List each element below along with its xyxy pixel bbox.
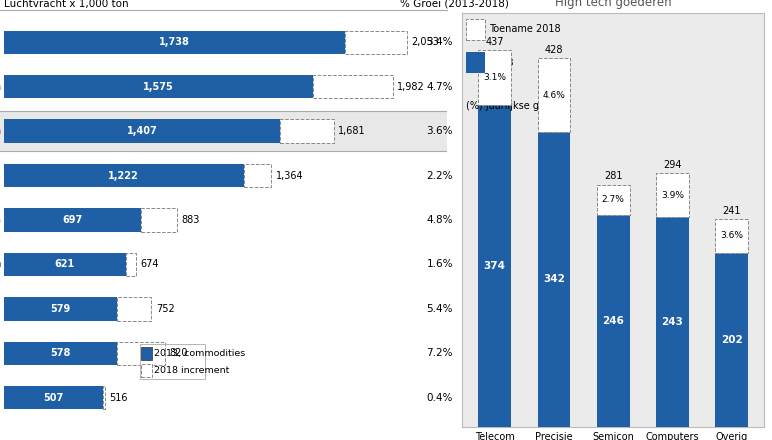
Bar xyxy=(466,52,486,73)
Text: 507: 507 xyxy=(43,393,64,403)
Text: 752: 752 xyxy=(156,304,174,314)
Text: 437: 437 xyxy=(486,37,504,47)
Bar xyxy=(141,347,152,360)
Text: 1,364: 1,364 xyxy=(276,171,303,180)
Bar xyxy=(103,386,105,410)
Bar xyxy=(4,164,244,187)
Text: 579: 579 xyxy=(51,304,71,314)
Text: 281: 281 xyxy=(604,171,622,181)
Bar xyxy=(4,297,117,320)
Bar xyxy=(656,173,689,217)
Bar xyxy=(345,30,407,54)
Text: 820: 820 xyxy=(169,348,188,359)
Text: 202: 202 xyxy=(721,335,743,345)
Text: 1,575: 1,575 xyxy=(143,81,174,92)
Text: 578: 578 xyxy=(50,348,71,359)
Text: 2.7%: 2.7% xyxy=(602,195,625,204)
Text: 3.4%: 3.4% xyxy=(427,37,453,47)
Text: 7.2%: 7.2% xyxy=(427,348,453,359)
Text: 294: 294 xyxy=(663,160,682,170)
Bar xyxy=(4,30,345,54)
Bar xyxy=(4,342,117,365)
Bar xyxy=(597,185,629,215)
Text: 428: 428 xyxy=(545,44,564,55)
Text: 697: 697 xyxy=(63,215,83,225)
Text: Toename 2018: Toename 2018 xyxy=(489,24,560,34)
Text: 5.4%: 5.4% xyxy=(427,304,453,314)
Bar xyxy=(537,58,571,132)
Text: 342: 342 xyxy=(543,275,565,284)
Text: 3.6%: 3.6% xyxy=(720,231,743,240)
Text: Bederfelijke goederen: Bederfelijke goederen xyxy=(0,171,1,180)
Text: 4.6%: 4.6% xyxy=(543,91,565,99)
Text: 2018 increment: 2018 increment xyxy=(154,366,229,375)
Bar xyxy=(466,18,486,40)
Text: 621: 621 xyxy=(55,260,75,269)
Text: Chemicalien: Chemicalien xyxy=(0,304,1,314)
Bar xyxy=(126,253,136,276)
Text: 3.1%: 3.1% xyxy=(483,73,506,82)
Text: 2.2%: 2.2% xyxy=(427,171,453,180)
Bar xyxy=(244,164,272,187)
Bar xyxy=(537,132,571,427)
Bar xyxy=(0,111,447,151)
Text: % Groei (2013-2018): % Groei (2013-2018) xyxy=(400,0,509,9)
Bar xyxy=(141,363,152,377)
Bar xyxy=(117,342,164,365)
Text: Consumentengoederen: Consumentengoederen xyxy=(0,393,1,403)
Bar xyxy=(479,50,511,105)
Bar xyxy=(4,253,126,276)
Text: Fashion: Fashion xyxy=(0,260,1,269)
Text: 1,681: 1,681 xyxy=(338,126,366,136)
Text: (%) Jaarlijkse groei: (%) Jaarlijkse groei xyxy=(466,101,557,111)
Text: 516: 516 xyxy=(110,393,128,403)
Text: 1.6%: 1.6% xyxy=(427,260,453,269)
Text: 2013, commodities: 2013, commodities xyxy=(154,349,245,358)
Bar xyxy=(4,120,280,143)
Text: 883: 883 xyxy=(181,215,200,225)
Text: 243: 243 xyxy=(662,317,683,327)
Text: 1,222: 1,222 xyxy=(108,171,139,180)
Text: 1,407: 1,407 xyxy=(127,126,157,136)
Text: 374: 374 xyxy=(484,260,506,271)
Bar xyxy=(4,75,313,98)
Text: Machine onderdelen: Machine onderdelen xyxy=(0,81,1,92)
Text: 0.4%: 0.4% xyxy=(427,393,453,403)
Text: 2,053: 2,053 xyxy=(411,37,438,47)
Text: 4.8%: 4.8% xyxy=(427,215,453,225)
Text: Kapitaalgoederen: Kapitaalgoederen xyxy=(0,215,1,225)
Text: 1,982: 1,982 xyxy=(397,81,425,92)
Bar xyxy=(313,75,393,98)
Bar xyxy=(141,209,177,231)
Bar xyxy=(117,297,151,320)
Bar xyxy=(479,105,511,427)
Text: 4.7%: 4.7% xyxy=(427,81,453,92)
Bar xyxy=(716,253,748,427)
Text: 3.6%: 3.6% xyxy=(427,126,453,136)
Text: Automotive: Automotive xyxy=(0,348,1,359)
Text: 1,738: 1,738 xyxy=(159,37,190,47)
Text: Industr.verbruiksgoed.: Industr.verbruiksgoed. xyxy=(0,37,1,47)
Text: 2013: 2013 xyxy=(489,58,513,68)
Text: Luchtvracht x 1,000 ton: Luchtvracht x 1,000 ton xyxy=(4,0,129,9)
Text: 241: 241 xyxy=(723,205,741,216)
Bar xyxy=(597,215,629,427)
Bar xyxy=(716,219,748,253)
Text: 3.9%: 3.9% xyxy=(661,191,684,200)
Text: 246: 246 xyxy=(602,316,624,326)
Bar xyxy=(656,217,689,427)
Text: 674: 674 xyxy=(141,260,159,269)
Bar xyxy=(141,344,205,379)
Title: High tech goederen: High tech goederen xyxy=(555,0,672,9)
Bar xyxy=(4,386,103,410)
Text: High tech: High tech xyxy=(0,126,1,136)
Bar xyxy=(4,209,141,231)
Bar xyxy=(280,120,334,143)
